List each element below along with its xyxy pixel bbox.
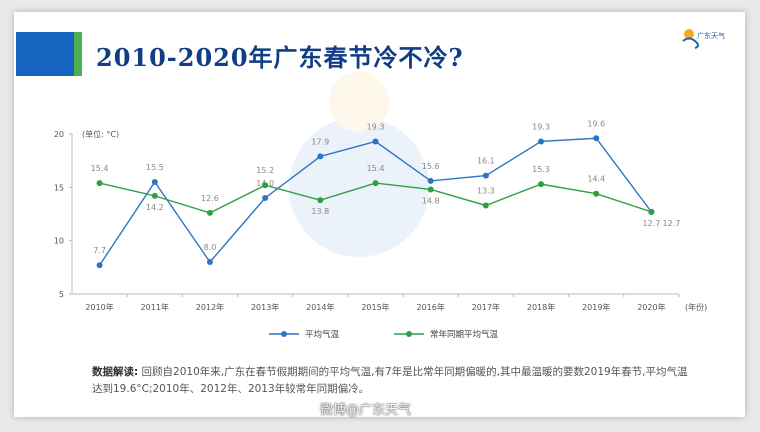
x-tick-label: 2016年 bbox=[417, 302, 445, 312]
data-label: 14.8 bbox=[422, 196, 440, 205]
note-text: 回顾自2010年来,广东在春节假期期间的平均气温,有7年是比常年同期偏暖的,其中… bbox=[92, 366, 688, 395]
data-point bbox=[262, 182, 269, 189]
data-point bbox=[538, 138, 545, 145]
x-tick-label: 2020年 bbox=[637, 302, 665, 312]
data-point bbox=[206, 209, 213, 216]
data-label: 15.4 bbox=[91, 164, 109, 173]
data-label: 15.3 bbox=[532, 165, 550, 174]
x-tick-label: 2018年 bbox=[527, 302, 555, 312]
data-point bbox=[96, 262, 103, 269]
data-point bbox=[151, 192, 158, 199]
y-tick-label: 20 bbox=[54, 130, 64, 139]
data-label: 13.8 bbox=[311, 207, 329, 216]
data-label: 17.9 bbox=[311, 137, 329, 146]
data-label: 15.4 bbox=[367, 164, 385, 173]
x-tick-label: 2017年 bbox=[472, 302, 500, 312]
title-accent-bar bbox=[16, 32, 74, 76]
data-label: 14.2 bbox=[146, 203, 164, 212]
data-point bbox=[206, 259, 213, 265]
weather-logo-icon bbox=[682, 29, 699, 49]
x-tick-label: 2019年 bbox=[582, 302, 610, 312]
legend-label: 常年同期平均气温 bbox=[430, 329, 499, 340]
x-tick-label: 2010年 bbox=[85, 302, 113, 312]
legend-marker bbox=[281, 331, 287, 337]
data-label: 12.7 bbox=[643, 219, 661, 228]
y-tick-label: 5 bbox=[59, 290, 64, 299]
note-label: 数据解读: bbox=[92, 366, 139, 378]
legend-label: 平均气温 bbox=[305, 329, 340, 340]
data-point bbox=[372, 180, 379, 187]
data-label: 15.5 bbox=[146, 163, 164, 172]
data-point bbox=[593, 135, 600, 142]
y-tick-label: 15 bbox=[54, 183, 64, 192]
data-label: 19.3 bbox=[532, 122, 550, 131]
background-emblem bbox=[289, 72, 429, 257]
data-point bbox=[593, 190, 600, 197]
x-tick-label: 2012年 bbox=[196, 302, 224, 312]
y-tick-label: 10 bbox=[54, 237, 64, 246]
data-point bbox=[151, 179, 158, 185]
x-tick-label: 2014年 bbox=[306, 302, 334, 312]
data-label: 12.6 bbox=[201, 194, 219, 203]
data-label: 19.3 bbox=[367, 122, 385, 131]
logo-text: 广东天气 bbox=[697, 32, 725, 40]
data-label: 14.4 bbox=[587, 175, 605, 184]
x-tick-label: 2015年 bbox=[361, 302, 389, 312]
slide: 2010-2020年广东春节冷不冷? 广东天气 5 10 15 20 (单位: °C) 2… bbox=[14, 12, 745, 417]
y-axis-label: (单位: °C) bbox=[82, 129, 119, 139]
data-point bbox=[648, 208, 655, 215]
page-title: 2010-2020年广东春节冷不冷? bbox=[96, 43, 464, 72]
title-accent-stripe bbox=[74, 32, 82, 76]
x-axis-label: (年份) bbox=[685, 302, 707, 312]
data-label: 13.3 bbox=[477, 186, 495, 195]
data-label: 15.2 bbox=[256, 166, 274, 175]
data-point bbox=[372, 138, 379, 145]
data-point bbox=[427, 177, 434, 184]
legend-marker bbox=[406, 331, 412, 337]
line-chart: 5 10 15 20 (单位: °C) 2010年 2011年 2012年 2013年 2014年… bbox=[54, 72, 707, 340]
data-label: 15.6 bbox=[422, 162, 440, 171]
data-label: 16.1 bbox=[477, 157, 495, 166]
data-point bbox=[96, 180, 103, 187]
data-label: 7.7 bbox=[93, 246, 106, 255]
data-point bbox=[538, 181, 545, 188]
weibo-watermark: 微博@广东天气 bbox=[320, 403, 412, 418]
data-label: 19.6 bbox=[587, 119, 605, 128]
data-point bbox=[262, 195, 269, 201]
data-point bbox=[482, 202, 489, 209]
data-label: 12.7 bbox=[663, 219, 681, 228]
data-label: 8.0 bbox=[204, 243, 217, 252]
data-note: 数据解读: 回顾自2010年来,广东在春节假期期间的平均气温,有7年是比常年同期… bbox=[92, 364, 692, 398]
data-point bbox=[427, 186, 434, 193]
data-point bbox=[317, 197, 324, 204]
x-tick-label: 2013年 bbox=[251, 302, 279, 312]
data-point bbox=[482, 172, 489, 179]
data-point bbox=[317, 153, 324, 160]
x-tick-label: 2011年 bbox=[141, 302, 169, 312]
